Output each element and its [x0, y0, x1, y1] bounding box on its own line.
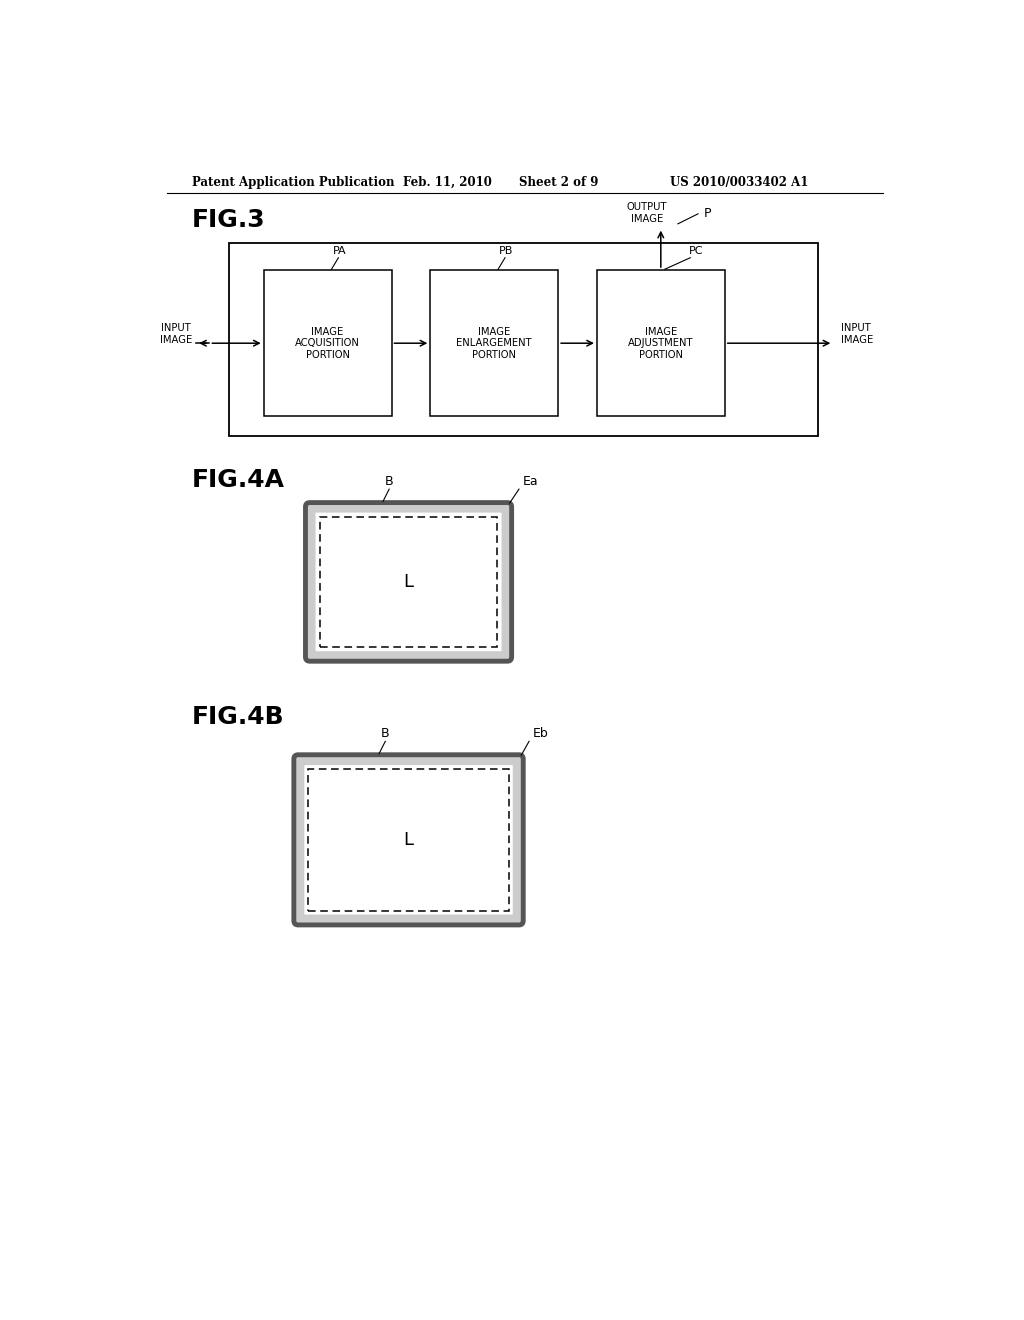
Text: PA: PA [333, 247, 346, 256]
FancyBboxPatch shape [304, 766, 513, 915]
Text: Feb. 11, 2010: Feb. 11, 2010 [403, 176, 492, 189]
Bar [597, 271, 725, 416]
Text: INPUT
IMAGE: INPUT IMAGE [841, 323, 873, 345]
Text: L: L [403, 573, 414, 591]
Text: FIG.4B: FIG.4B [191, 705, 285, 729]
Text: Patent Application Publication: Patent Application Publication [191, 176, 394, 189]
FancyBboxPatch shape [294, 755, 523, 925]
Text: FIG.4A: FIG.4A [191, 469, 285, 492]
Bar [308, 770, 509, 911]
Bar [430, 271, 558, 416]
Text: IMAGE
ADJUSTMENT
PORTION: IMAGE ADJUSTMENT PORTION [628, 326, 693, 360]
FancyBboxPatch shape [305, 503, 512, 661]
Text: Eb: Eb [532, 727, 549, 739]
Text: B: B [385, 475, 393, 487]
Bar [228, 243, 818, 436]
Text: OUTPUT
IMAGE: OUTPUT IMAGE [627, 202, 667, 224]
Text: B: B [381, 727, 389, 739]
FancyBboxPatch shape [315, 512, 502, 651]
Text: IMAGE
ACQUISITION
PORTION: IMAGE ACQUISITION PORTION [295, 326, 360, 360]
Text: IMAGE
ENLARGEMENT
PORTION: IMAGE ENLARGEMENT PORTION [457, 326, 532, 360]
Text: P: P [703, 207, 711, 220]
Text: FIG.3: FIG.3 [191, 209, 265, 232]
Text: PB: PB [499, 247, 513, 256]
Text: Sheet 2 of 9: Sheet 2 of 9 [519, 176, 599, 189]
Text: Ea: Ea [523, 475, 539, 487]
Text: INPUT
IMAGE: INPUT IMAGE [160, 323, 193, 345]
Text: PC: PC [688, 247, 702, 256]
Text: L: L [403, 830, 414, 849]
Bar [319, 517, 498, 647]
Text: US 2010/0033402 A1: US 2010/0033402 A1 [671, 176, 809, 189]
Bar [263, 271, 391, 416]
